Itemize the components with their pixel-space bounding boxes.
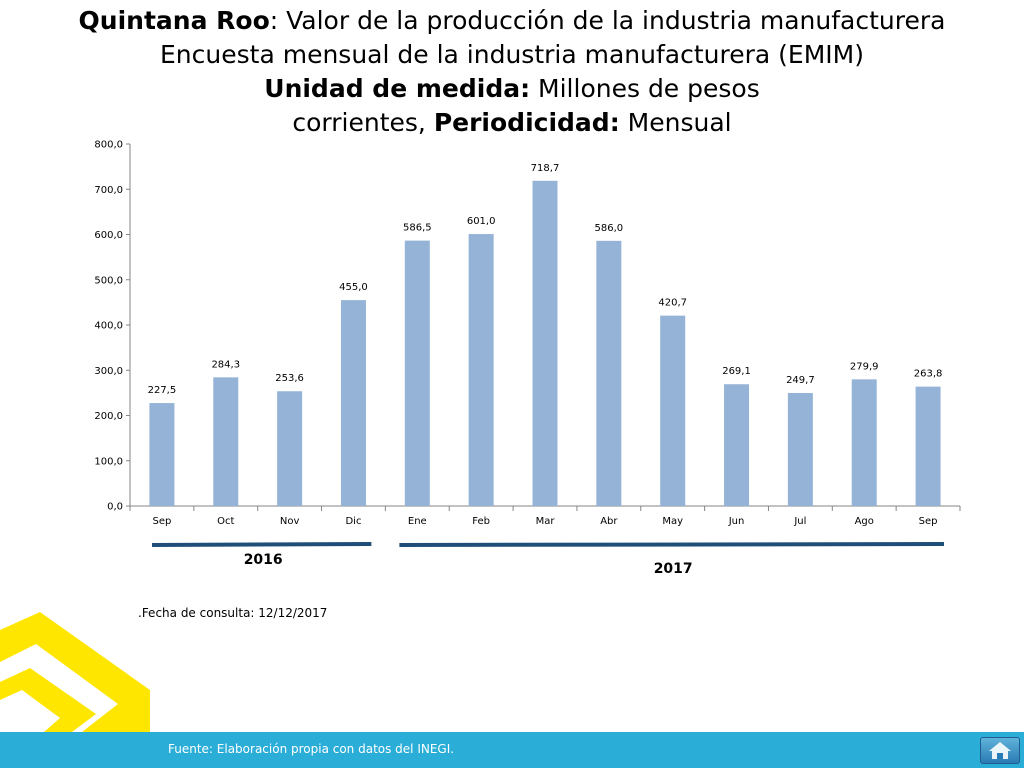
data-label: 263,8 bbox=[914, 369, 943, 380]
title-line-2: Encuesta mensual de la industria manufac… bbox=[160, 40, 864, 69]
bar bbox=[915, 386, 941, 506]
unit-value-cont: corrientes, bbox=[292, 108, 434, 137]
title-line-3: Unidad de medida: Millones de pesos bbox=[0, 72, 1024, 106]
data-label: 601,0 bbox=[467, 216, 496, 227]
x-tick-label: Ago bbox=[855, 516, 874, 527]
decorative-logo-shape bbox=[0, 612, 150, 732]
x-tick-label: Oct bbox=[217, 516, 234, 527]
x-tick-label: Feb bbox=[472, 516, 490, 527]
x-tick-label: Sep bbox=[152, 516, 171, 527]
bar bbox=[149, 403, 175, 506]
data-label: 269,1 bbox=[722, 366, 751, 377]
home-button[interactable] bbox=[980, 737, 1020, 764]
bar bbox=[851, 379, 877, 506]
consult-date: .Fecha de consulta: 12/12/2017 bbox=[138, 606, 328, 620]
y-tick-label: 100,0 bbox=[94, 456, 123, 467]
y-tick-label: 0,0 bbox=[107, 502, 123, 513]
bar bbox=[468, 234, 494, 507]
x-tick-label: Jun bbox=[728, 516, 745, 527]
footer-bar: Fuente: Elaboración propia con datos del… bbox=[0, 732, 1024, 768]
bar bbox=[596, 240, 622, 506]
year-label-2017: 2017 bbox=[653, 561, 693, 577]
year-label-2016: 2016 bbox=[243, 552, 283, 568]
y-tick-label: 300,0 bbox=[94, 366, 123, 377]
data-label: 279,9 bbox=[850, 361, 879, 372]
x-tick-label: Nov bbox=[280, 516, 300, 527]
data-label: 586,5 bbox=[403, 223, 432, 234]
y-tick-label: 800,0 bbox=[94, 140, 123, 151]
y-tick-label: 600,0 bbox=[94, 230, 123, 241]
bar bbox=[660, 315, 686, 506]
year-bracket-2016 bbox=[151, 542, 372, 547]
x-tick-label: Ene bbox=[408, 516, 427, 527]
year-bracket-2017 bbox=[399, 542, 945, 547]
x-tick-label: Jul bbox=[793, 516, 806, 527]
bar bbox=[277, 391, 303, 506]
unit-label: Unidad de medida: bbox=[264, 74, 531, 103]
periodicity-label: Periodicidad: bbox=[433, 108, 620, 137]
data-label: 249,7 bbox=[786, 375, 815, 386]
bar bbox=[340, 300, 366, 506]
bar bbox=[787, 393, 813, 506]
x-tick-label: May bbox=[662, 516, 683, 527]
x-tick-label: Dic bbox=[345, 516, 361, 527]
y-tick-label: 400,0 bbox=[94, 321, 123, 332]
x-tick-label: Sep bbox=[919, 516, 938, 527]
x-tick-label: Abr bbox=[600, 516, 618, 527]
data-label: 455,0 bbox=[339, 282, 368, 293]
data-label: 253,6 bbox=[275, 373, 304, 384]
bar bbox=[404, 240, 430, 506]
y-tick-label: 200,0 bbox=[94, 411, 123, 422]
y-tick-label: 700,0 bbox=[94, 185, 123, 196]
data-label: 586,0 bbox=[595, 223, 624, 234]
source-note: Fuente: Elaboración propia con datos del… bbox=[168, 742, 455, 756]
data-label: 718,7 bbox=[531, 163, 560, 174]
y-tick-label: 500,0 bbox=[94, 275, 123, 286]
page-title: Quintana Roo: Valor de la producción de … bbox=[0, 4, 1024, 140]
title-line-4: corrientes, Periodicidad: Mensual bbox=[0, 106, 1024, 140]
data-label: 284,3 bbox=[211, 359, 240, 370]
bar-chart: 0,0 100,0 200,0 300,0 400,0 500,0 600,0 700,0 80… bbox=[94, 140, 961, 547]
data-label: 227,5 bbox=[148, 385, 177, 396]
bar bbox=[213, 377, 239, 506]
home-icon bbox=[989, 742, 1011, 759]
bar bbox=[724, 384, 750, 506]
title-state: Quintana Roo bbox=[78, 6, 270, 35]
periodicity-value: Mensual bbox=[619, 108, 732, 137]
unit-value: Millones de pesos bbox=[530, 74, 760, 103]
x-tick-label: Mar bbox=[536, 516, 556, 527]
bar bbox=[532, 180, 558, 506]
data-label: 420,7 bbox=[658, 298, 687, 309]
title-subject: : Valor de la producción de la industria… bbox=[269, 6, 946, 35]
title-line-1: Quintana Roo: Valor de la producción de … bbox=[0, 4, 1024, 38]
